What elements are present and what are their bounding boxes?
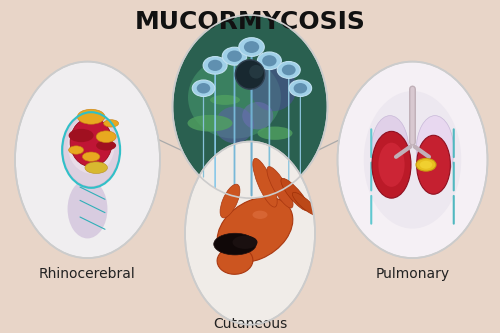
Ellipse shape [210, 95, 240, 105]
Ellipse shape [172, 15, 328, 198]
Text: Cutaneous: Cutaneous [213, 317, 287, 331]
Ellipse shape [249, 65, 263, 79]
Ellipse shape [68, 179, 108, 238]
Ellipse shape [104, 120, 118, 127]
Ellipse shape [262, 55, 276, 66]
Ellipse shape [292, 192, 318, 215]
Ellipse shape [236, 60, 264, 89]
Text: Rhinocerebral: Rhinocerebral [39, 267, 136, 281]
Ellipse shape [372, 131, 411, 198]
Ellipse shape [214, 233, 256, 255]
Text: MUCORMYCOSIS: MUCORMYCOSIS [134, 10, 366, 34]
Ellipse shape [185, 142, 315, 325]
Ellipse shape [258, 52, 281, 70]
Ellipse shape [82, 152, 100, 162]
Ellipse shape [250, 65, 296, 111]
Ellipse shape [281, 178, 309, 211]
FancyArrowPatch shape [80, 217, 105, 229]
Ellipse shape [364, 91, 461, 229]
Ellipse shape [277, 62, 300, 78]
Ellipse shape [185, 142, 315, 325]
Ellipse shape [215, 107, 254, 143]
Ellipse shape [192, 80, 215, 97]
Ellipse shape [188, 56, 281, 139]
FancyArrowPatch shape [415, 147, 429, 157]
Ellipse shape [239, 38, 264, 56]
Ellipse shape [253, 159, 277, 207]
Ellipse shape [420, 161, 432, 169]
Ellipse shape [338, 62, 488, 258]
FancyArrowPatch shape [396, 147, 410, 157]
Ellipse shape [68, 117, 114, 173]
Ellipse shape [267, 166, 293, 208]
Ellipse shape [78, 109, 105, 124]
Ellipse shape [68, 129, 94, 142]
Ellipse shape [70, 118, 112, 167]
Ellipse shape [217, 247, 253, 274]
Ellipse shape [378, 143, 404, 187]
Ellipse shape [188, 115, 232, 132]
Ellipse shape [203, 57, 227, 74]
Ellipse shape [217, 197, 293, 262]
Text: Pulmonary: Pulmonary [376, 267, 450, 281]
Ellipse shape [68, 146, 84, 154]
Ellipse shape [294, 83, 307, 94]
Ellipse shape [232, 236, 258, 249]
Ellipse shape [96, 141, 116, 151]
Ellipse shape [208, 60, 222, 71]
Ellipse shape [416, 159, 436, 171]
Ellipse shape [371, 116, 408, 184]
Ellipse shape [258, 127, 292, 140]
Ellipse shape [289, 80, 312, 97]
Ellipse shape [338, 62, 488, 258]
Ellipse shape [252, 211, 268, 219]
Ellipse shape [416, 135, 450, 194]
Ellipse shape [172, 15, 328, 198]
Ellipse shape [220, 184, 240, 218]
Ellipse shape [197, 83, 210, 94]
Ellipse shape [282, 65, 296, 75]
Ellipse shape [96, 131, 116, 143]
Ellipse shape [63, 113, 120, 187]
Ellipse shape [242, 102, 273, 130]
Ellipse shape [15, 62, 160, 258]
Ellipse shape [85, 162, 108, 173]
Ellipse shape [15, 62, 160, 258]
Ellipse shape [416, 116, 454, 184]
Ellipse shape [244, 41, 259, 53]
FancyArrowPatch shape [80, 187, 105, 199]
FancyArrowPatch shape [80, 200, 105, 213]
Ellipse shape [222, 47, 247, 65]
Ellipse shape [227, 51, 242, 62]
